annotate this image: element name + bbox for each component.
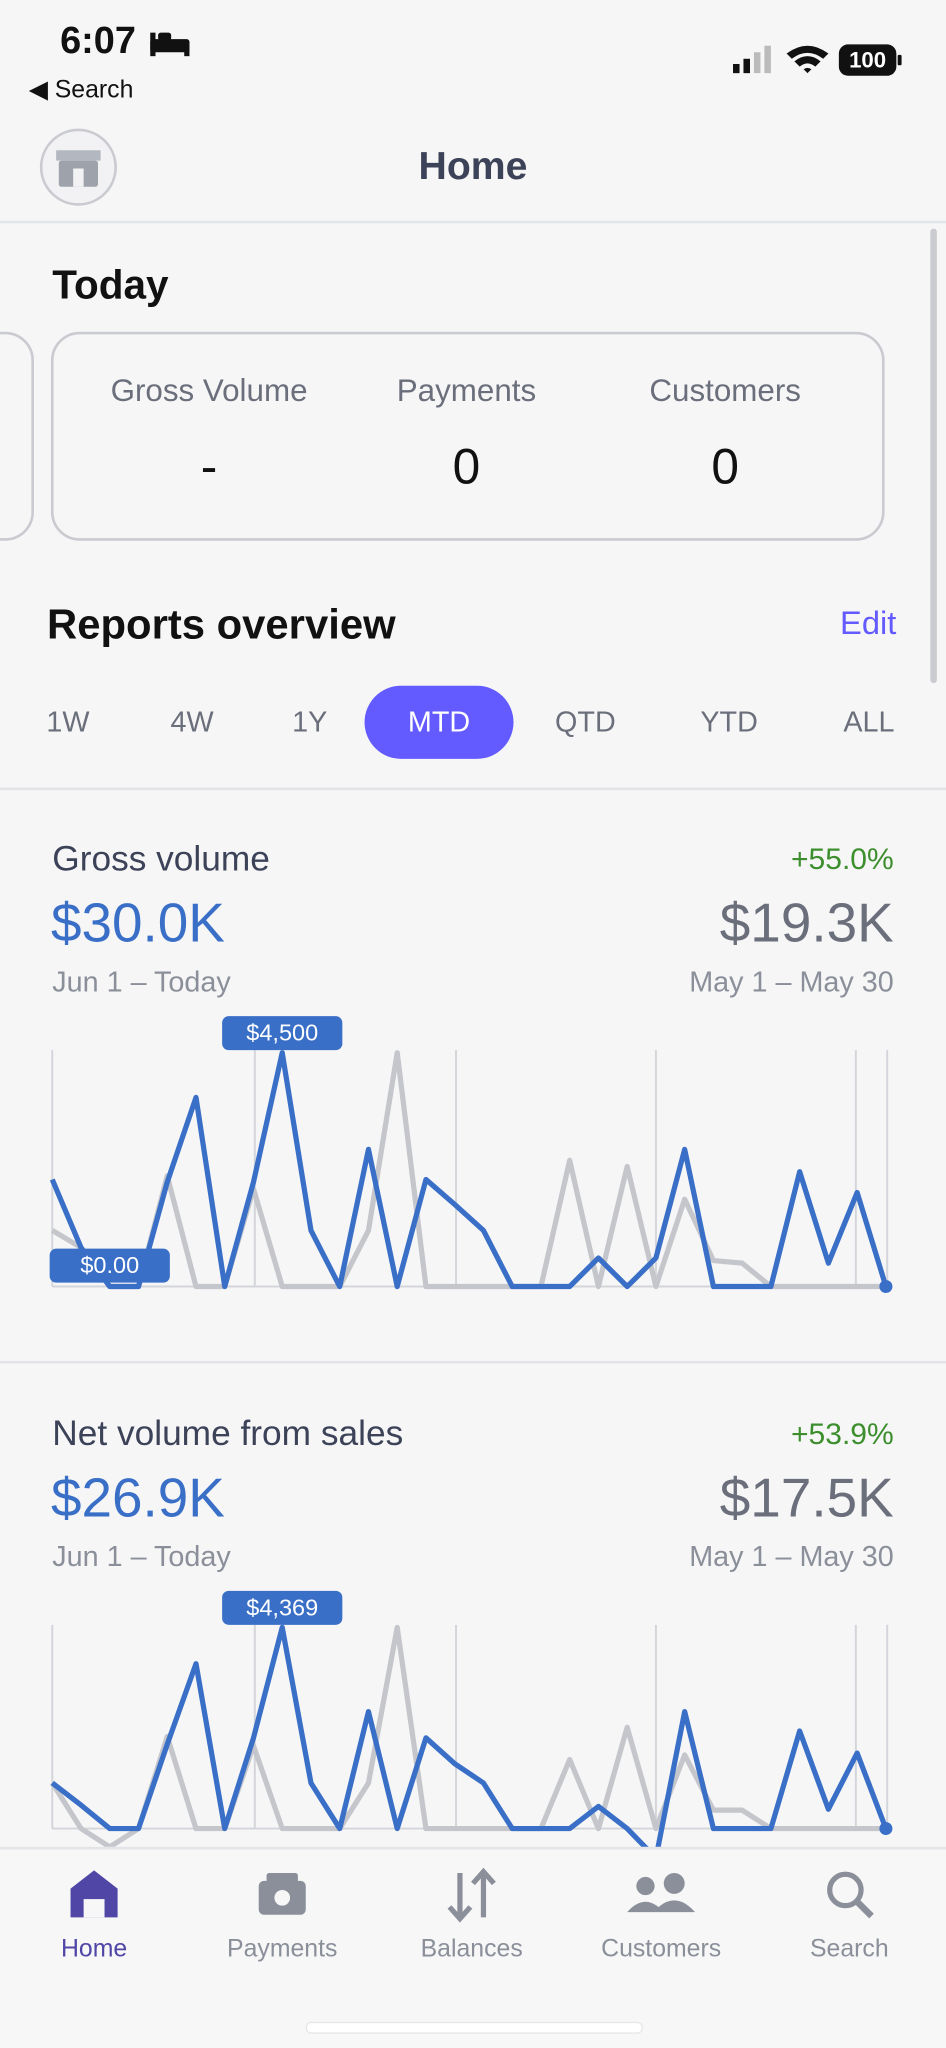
range-tab[interactable]: ALL: [843, 705, 895, 738]
battery-level: 100: [849, 47, 887, 73]
end-point: [879, 1822, 893, 1836]
metric-value: -: [200, 440, 218, 496]
max-label-bg: [222, 1590, 343, 1625]
chart-previous: $17.5K: [719, 1466, 894, 1529]
scrollbar: [930, 228, 937, 684]
sleep-icon: [150, 32, 190, 57]
tab-item[interactable]: Customers: [601, 1935, 722, 1964]
tab-bar: Home Payments Balances Customers Search: [0, 1846, 946, 2048]
chart-range: Jun 1 – Today: [52, 965, 231, 998]
metric-value: 0: [711, 440, 739, 496]
max-label: $4,369: [246, 1594, 318, 1620]
range-tab[interactable]: YTD: [700, 705, 758, 738]
max-label: $4,500: [246, 1020, 318, 1046]
tab-icons: [70, 1867, 874, 1923]
chart-title: Gross volume: [52, 839, 270, 879]
page-title: Home: [418, 144, 528, 189]
max-label-bg: [222, 1016, 343, 1051]
metric-label: Gross Volume: [110, 373, 308, 409]
chart-change: +55.0%: [790, 841, 894, 876]
tab-item[interactable]: Payments: [227, 1935, 338, 1964]
separator: [0, 1360, 946, 1364]
chart-current: $26.9K: [50, 1466, 225, 1529]
chart-previous: $19.3K: [719, 892, 894, 954]
status-icons: [733, 44, 902, 76]
current-line: [50, 1624, 889, 1861]
chart-change: +53.9%: [790, 1416, 894, 1451]
previous-line: [50, 1050, 886, 1290]
min-label-bg: [49, 1248, 170, 1283]
tab-item[interactable]: Home: [60, 1935, 128, 1964]
home-indicator: [305, 2021, 643, 2034]
range-pill[interactable]: [364, 685, 514, 759]
range-tab[interactable]: QTD: [555, 705, 616, 738]
range-tab[interactable]: MTD: [407, 705, 471, 738]
separator: [0, 220, 946, 224]
metric-value: 0: [452, 440, 481, 496]
range-tab[interactable]: 4W: [170, 705, 214, 738]
chart-range: May 1 – May 30: [689, 965, 894, 998]
back-label: Search: [54, 76, 134, 104]
separator: [0, 787, 946, 791]
range-tab[interactable]: 1W: [46, 705, 90, 738]
section-title: Reports overview: [47, 600, 396, 648]
chart-range: May 1 – May 30: [689, 1539, 894, 1573]
current-line: [49, 1050, 889, 1290]
metric-label: Payments: [396, 373, 537, 409]
edit-button[interactable]: Edit: [840, 605, 897, 642]
chart-current: $30.0K: [50, 892, 225, 954]
chart-range: Jun 1 – Today: [52, 1539, 231, 1573]
range-tab[interactable]: 1Y: [292, 705, 328, 738]
tab-item[interactable]: Balances: [420, 1935, 523, 1964]
previous-line: [50, 1624, 886, 1850]
chart-title: Net volume from sales: [52, 1413, 404, 1454]
account-button[interactable]: [39, 128, 117, 206]
end-point: [879, 1279, 893, 1294]
back-arrow: ◀︎: [28, 76, 55, 104]
min-label: $0.00: [80, 1252, 139, 1278]
section-title: Today: [52, 261, 169, 308]
time: 6:07: [60, 20, 136, 63]
back-button[interactable]: ◀︎ Search: [29, 78, 134, 103]
today-card[interactable]: [50, 331, 885, 541]
metric-label: Customers: [649, 373, 801, 409]
tab-item[interactable]: Search: [809, 1935, 889, 1964]
